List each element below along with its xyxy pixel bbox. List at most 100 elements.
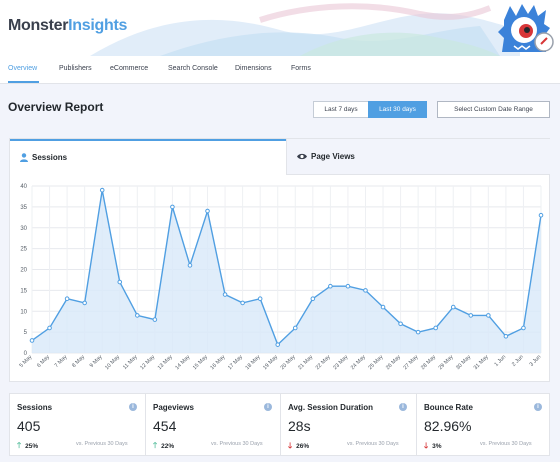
stat-trend: 🡑 25% [17,440,38,454]
data-point [152,317,158,322]
x-tick-label: 30 May [455,354,472,371]
arrow-up-icon: 🡑 [17,441,22,450]
x-tick-label: 14 May [174,354,191,371]
data-point [468,313,474,318]
stat-value: 405 [17,418,41,434]
data-point [363,288,368,293]
page-title: Overview Report [8,100,104,114]
y-tick-label: 25 [20,247,27,253]
data-point [433,325,438,331]
custom-date-range-button[interactable]: Select Custom Date Range [437,101,550,118]
tab-page-views[interactable]: Page Views [286,139,550,175]
data-point [117,279,123,285]
stat-trend: 🡓 3% [424,440,442,454]
stat-trend-value: 3% [432,443,442,450]
stat-comparison: vs. Previous 30 Days [480,441,532,447]
stat-trend: 🡓 26% [288,440,309,454]
nav-item-dimensions[interactable]: Dimensions [235,65,272,72]
stat-trend-value: 25% [25,443,39,450]
data-point [170,204,175,210]
stat-avg-session-duration: Avg. Session Duration i 28s 🡓 26% vs. Pre… [280,394,416,455]
stat-value: 28s [288,418,311,434]
stat-bounce-rate: Bounce Rate i 82.96% 🡓 3% vs. Previous 30… [416,394,549,455]
data-point [310,296,316,302]
stat-comparison: vs. Previous 30 Days [76,441,128,447]
x-tick-label: 24 May [350,354,367,371]
data-point [521,325,526,331]
stat-pageviews: Pageviews i 454 🡑 22% vs. Previous 30 Day… [145,394,280,455]
x-tick-label: 23 May [332,354,349,371]
x-tick-label: 8 May [71,354,86,369]
y-tick-label: 30 [20,226,27,232]
data-point [222,292,228,297]
nav-item-search-console[interactable]: Search Console [168,65,218,72]
eye-icon [297,153,307,160]
nav-item-ecommerce[interactable]: eCommerce [110,65,149,72]
y-tick-label: 15 [20,288,27,294]
sessions-area-chart: 0 5 10 15 20 25 30 35 40 5 May 6 May 7 May 8 May 9 Ma… [19,184,544,371]
data-point [205,208,210,214]
series-line [31,190,542,346]
nav-item-forms[interactable]: Forms [291,65,311,72]
stats-row: Sessions i 405 🡑 25% vs. Previous 30 Days… [9,393,550,456]
nav-item-overview[interactable]: Overview [8,65,38,72]
data-point [240,300,245,306]
info-icon[interactable]: i [129,403,137,411]
data-point [450,304,456,310]
x-tick-label: 7 May [54,354,69,369]
y-tick-label: 5 [24,330,28,336]
x-tick-label: 13 May [157,354,174,371]
data-point [257,296,263,302]
data-point [64,296,70,302]
data-point [47,325,52,331]
stat-value: 454 [153,418,177,434]
data-point [187,263,193,268]
tab-sessions-label: Sessions [32,153,68,162]
x-tick-label: 28 May [420,354,437,371]
stat-trend: 🡑 22% [153,440,174,454]
stat-label: Bounce Rate [424,403,473,412]
app-logo[interactable]: MonsterInsights [8,17,127,35]
data-point [275,342,281,347]
data-point [135,313,140,318]
info-icon[interactable]: i [534,403,542,411]
x-tick-label: 9 May [89,354,104,369]
x-tick-label: 29 May [438,354,455,371]
data-point [292,325,298,331]
last-7-days-button[interactable]: Last 7 days [313,101,369,118]
x-tick-label: 25 May [367,354,384,371]
data-point [328,283,333,289]
x-tick-label: 5 May [19,354,34,369]
data-point [380,304,386,310]
tab-sessions[interactable]: Sessions [10,139,286,175]
x-tick-label: 10 May [104,354,121,371]
stat-label: Pageviews [153,403,194,412]
stat-label: Sessions [17,403,53,412]
stat-comparison: vs. Previous 30 Days [211,441,263,447]
data-point [82,300,87,306]
x-tick-label: 21 May [297,354,314,371]
info-icon[interactable]: i [399,403,407,411]
data-point [538,212,544,218]
tab-page-views-label: Page Views [311,152,355,161]
x-tick-label: 3 Jun [529,354,543,368]
active-tab-indicator [8,81,39,83]
x-tick-label: 2 Jun [511,354,525,368]
y-tick-label: 35 [20,205,27,211]
data-point [415,329,421,335]
x-tick-label: 31 May [473,354,490,371]
nav-item-publishers[interactable]: Publishers [59,65,92,72]
arrow-up-icon: 🡑 [153,441,158,450]
series-area [32,190,541,353]
y-tick-label: 0 [24,351,28,357]
x-tick-label: 17 May [227,354,244,371]
arrow-down-icon: 🡓 [288,441,293,450]
data-point [345,283,351,289]
stat-trend-value: 26% [296,443,310,450]
app-header: MonsterInsights [0,0,560,56]
x-tick-label: 15 May [192,354,209,371]
info-icon[interactable]: i [264,403,272,411]
monster-mascot-icon [498,4,554,52]
last-30-days-button[interactable]: Last 30 days [368,101,427,118]
